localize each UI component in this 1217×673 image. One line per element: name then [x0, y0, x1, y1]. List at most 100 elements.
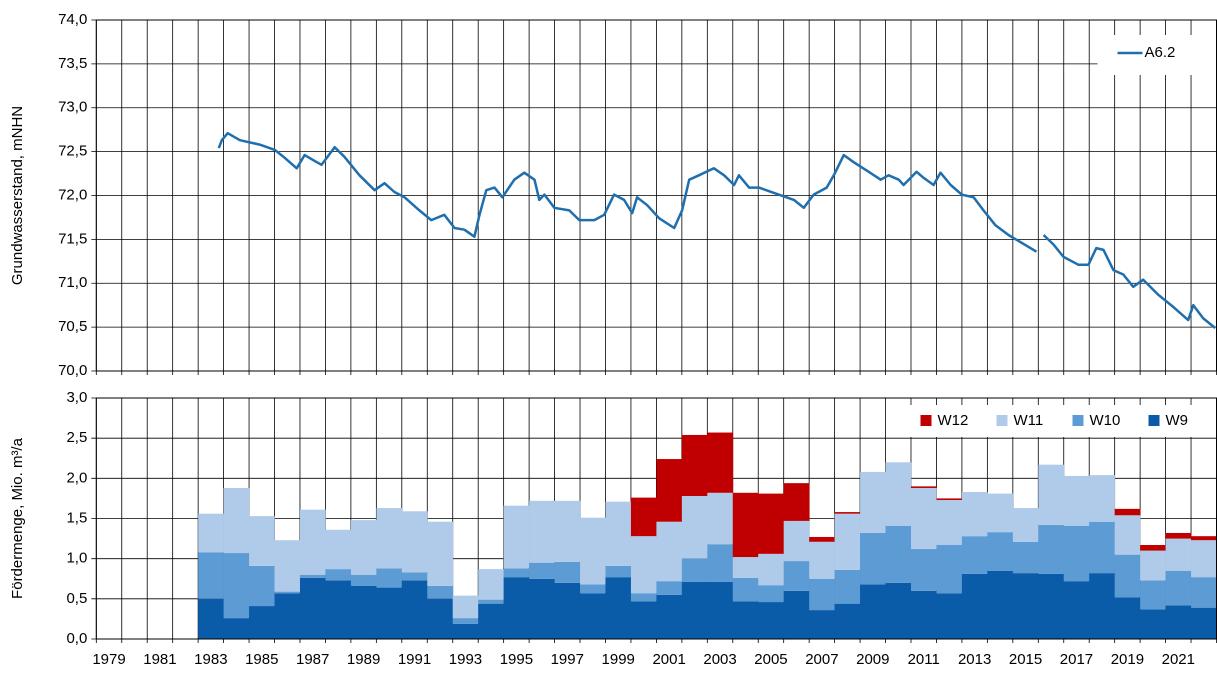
- bar-segment: [299, 577, 326, 639]
- y-tick-label: 72,0: [58, 186, 87, 203]
- bar-segment: [681, 496, 708, 559]
- bar-segment: [427, 521, 454, 586]
- bar-segment: [249, 516, 275, 566]
- bar-segment: [936, 593, 963, 639]
- bar-segment: [707, 581, 734, 639]
- y-tick-label: 73,5: [58, 55, 87, 72]
- bar-segment: [936, 498, 963, 501]
- y-tick-label: 1,0: [66, 550, 87, 567]
- bar-segment: [1165, 532, 1192, 539]
- bar-segment: [758, 553, 784, 586]
- x-tick-label: 2013: [958, 651, 991, 668]
- bar-segment: [961, 573, 988, 639]
- bar-segment: [1140, 580, 1166, 610]
- x-tick-label: 1987: [296, 651, 329, 668]
- bar-segment: [961, 536, 988, 574]
- bar-segment: [223, 487, 250, 554]
- bar-segment: [503, 577, 530, 639]
- bar-segment: [1191, 577, 1217, 608]
- x-tick-label: 1991: [398, 651, 431, 668]
- y-tick-label: 0,5: [66, 590, 87, 607]
- y-tick-label: 73,0: [58, 99, 87, 116]
- bar-segment: [987, 570, 1014, 639]
- bar-segment: [656, 594, 683, 639]
- bar-segment: [427, 585, 454, 599]
- bar-segment: [809, 578, 835, 611]
- bar-segment: [605, 577, 632, 639]
- data-line: [217, 131, 1216, 329]
- bar-segment: [452, 618, 479, 624]
- bar-segment: [198, 598, 224, 639]
- bar-segment: [274, 540, 301, 592]
- bar-segment: [707, 492, 734, 545]
- x-tick-label: 2019: [1111, 651, 1144, 668]
- y-tick-label: 71,5: [58, 230, 87, 247]
- bar-segment: [299, 574, 326, 578]
- bar-segment: [987, 532, 1014, 571]
- x-tick-label: 1997: [551, 651, 584, 668]
- bar-segment: [1165, 605, 1192, 639]
- bar-segment: [732, 557, 759, 578]
- bar-segment: [376, 568, 403, 588]
- bar-segment: [630, 536, 657, 594]
- x-tick-label: 1995: [500, 651, 533, 668]
- bar-segment: [885, 582, 912, 639]
- legend: A6.2: [1097, 35, 1217, 75]
- y-axis-title: Fördermenge, Mio. m³/a: [9, 437, 26, 599]
- x-tick-label: 1999: [602, 651, 635, 668]
- bar-segment: [809, 610, 835, 639]
- bar-segment: [350, 520, 377, 575]
- bar-segment: [936, 545, 963, 594]
- bar-segment: [630, 593, 657, 602]
- bar-segment: [1165, 538, 1192, 571]
- bar-segment: [783, 561, 810, 591]
- bar-segment: [910, 549, 937, 591]
- bar-segment: [630, 497, 657, 537]
- bar-segment: [910, 487, 937, 550]
- bar-segment: [1012, 508, 1039, 542]
- bar-segment: [758, 585, 784, 603]
- bar-segment: [630, 601, 657, 639]
- bar-segment: [223, 553, 250, 619]
- bar-segment: [1038, 524, 1065, 574]
- x-tick-label: 2005: [754, 651, 787, 668]
- legend: W12 W11 W10 W9: [910, 405, 1217, 437]
- bar-segment: [529, 562, 555, 579]
- bar-segment: [1191, 536, 1217, 541]
- bar-segment: [656, 521, 683, 582]
- bar-segment: [452, 595, 479, 619]
- bar-segment: [783, 520, 810, 562]
- bar-segment: [529, 578, 555, 639]
- bar-segment: [1063, 581, 1090, 639]
- bar-segment: [401, 580, 428, 639]
- x-tick-label: 2003: [703, 651, 736, 668]
- bar-segment: [885, 462, 912, 526]
- legend-swatch: [920, 415, 932, 426]
- legend-label: W9: [1166, 412, 1189, 429]
- bar-segment: [198, 552, 224, 599]
- x-tick-label: 1989: [347, 651, 380, 668]
- bar-segment: [249, 606, 275, 639]
- x-tick-label: 2015: [1009, 651, 1042, 668]
- y-tick-label: 0,0: [66, 630, 87, 647]
- bar-segment: [1114, 515, 1141, 555]
- bar-segment: [885, 525, 912, 583]
- bar-segment: [783, 590, 810, 639]
- x-tick-label: 2017: [1060, 651, 1093, 668]
- y-tick-label: 3,0: [66, 389, 87, 406]
- bar-segment: [554, 561, 581, 583]
- bar-segment: [783, 483, 810, 521]
- bar-segment: [478, 569, 504, 600]
- bar-segment: [249, 565, 275, 607]
- bar-segment: [1063, 475, 1090, 526]
- bar-segment: [401, 511, 428, 573]
- bar-segment: [1089, 521, 1115, 574]
- y-tick-label: 70,5: [58, 318, 87, 335]
- x-tick-label: 1985: [245, 651, 278, 668]
- x-tick-label: 2007: [805, 651, 838, 668]
- bar-segment: [656, 581, 683, 595]
- bar-segment: [860, 584, 886, 639]
- bar-segment: [809, 536, 835, 542]
- y-tick-label: 2,0: [66, 469, 87, 486]
